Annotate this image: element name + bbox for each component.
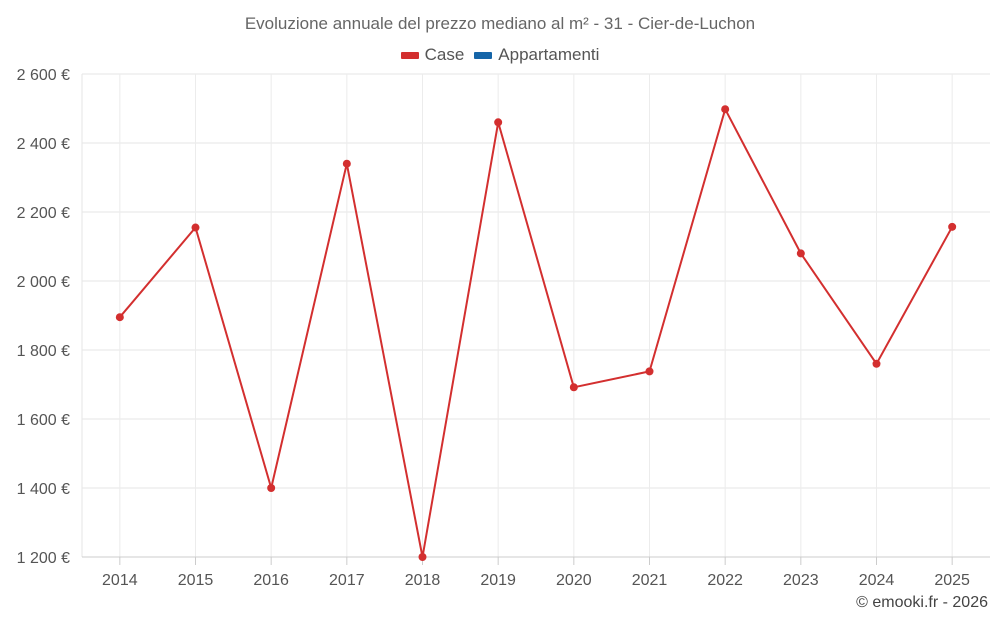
axes: 1 200 € 1 400 € 1 600 € 1 800 € 2 000 € 2 200… (17, 67, 990, 589)
y-tick-label: 1 600 € (17, 412, 70, 429)
grid (81, 73, 990, 558)
legend-label-case: Case (424, 45, 465, 64)
y-tick-label: 1 200 € (17, 550, 70, 567)
legend-item-case[interactable]: Case (400, 45, 465, 65)
x-tick-label: 2024 (859, 572, 895, 589)
x-tick-label: 2023 (783, 572, 819, 589)
y-tick-label: 2 200 € (17, 205, 70, 222)
x-tick-label: 2021 (632, 572, 668, 589)
data-point[interactable] (569, 383, 578, 392)
x-tick-label: 2015 (178, 572, 214, 589)
x-tick-label: 2025 (934, 572, 970, 589)
x-tick-label: 2022 (707, 572, 743, 589)
data-point[interactable] (115, 313, 124, 322)
x-tick-label: 2017 (329, 572, 365, 589)
data-point[interactable] (342, 159, 351, 168)
data-point[interactable] (872, 359, 881, 368)
data-point[interactable] (645, 367, 654, 376)
legend-swatch-case (400, 51, 419, 59)
legend: Case Appartamenti (0, 45, 1000, 65)
y-tick-label: 2 400 € (17, 136, 70, 153)
y-tick-label: 1 400 € (17, 481, 70, 498)
x-tick-label: 2016 (253, 572, 289, 589)
y-tick-label: 2 600 € (17, 67, 70, 84)
legend-item-appartamenti[interactable]: Appartamenti (474, 45, 599, 65)
x-tick-label: 2020 (556, 572, 592, 589)
x-tick-label: 2018 (405, 572, 441, 589)
legend-swatch-appartamenti (474, 51, 493, 59)
x-tick-label: 2019 (480, 572, 516, 589)
x-tick-label: 2014 (102, 572, 138, 589)
data-point[interactable] (796, 249, 805, 258)
data-point[interactable] (494, 118, 503, 127)
data-point[interactable] (267, 484, 276, 492)
y-tick-label: 1 800 € (17, 343, 70, 360)
chart-title: Evoluzione annuale del prezzo mediano al… (244, 14, 756, 33)
series-line-case (119, 108, 954, 558)
y-tick-label: 2 000 € (17, 274, 70, 291)
data-point[interactable] (191, 223, 200, 232)
data-point[interactable] (948, 222, 957, 231)
data-point[interactable] (721, 105, 730, 114)
credit-text: © emooki.fr - 2026 (856, 594, 988, 611)
data-point[interactable] (418, 553, 427, 561)
series-layer (115, 105, 957, 561)
legend-label-appartamenti: Appartamenti (498, 45, 600, 64)
